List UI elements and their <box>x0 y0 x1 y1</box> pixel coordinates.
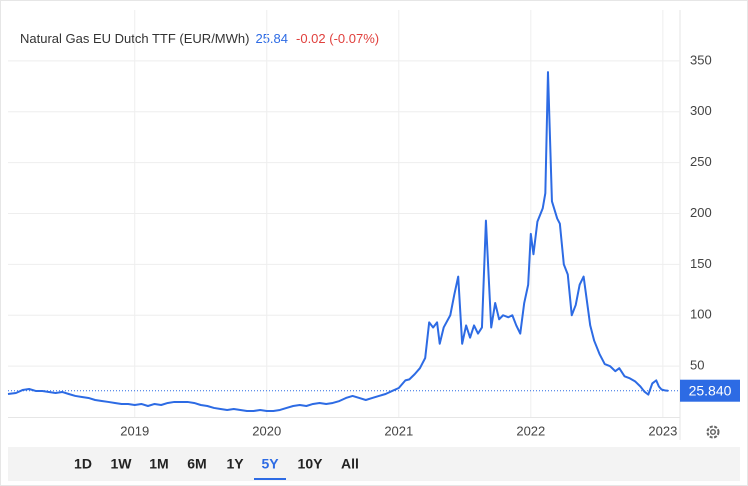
range-button[interactable]: 1W <box>111 456 133 472</box>
range-button[interactable]: 1D <box>74 456 92 472</box>
x-tick-label: 2021 <box>384 423 413 438</box>
range-button[interactable]: 1Y <box>226 456 244 472</box>
range-button[interactable]: 10Y <box>298 456 324 472</box>
price-tag-label: 25.840 <box>689 382 732 398</box>
price-line <box>7 71 669 412</box>
x-tick-label: 2020 <box>252 423 281 438</box>
range-button[interactable]: 6M <box>187 456 206 472</box>
x-tick-label: 2023 <box>648 423 677 438</box>
x-tick-label: 2019 <box>120 423 149 438</box>
settings-icon[interactable] <box>706 425 720 439</box>
range-bar <box>8 447 740 481</box>
price: 25.84 <box>255 31 288 46</box>
price-tag <box>680 379 740 402</box>
y-tick-label: 50 <box>690 358 704 373</box>
range-button[interactable]: 5Y <box>261 456 279 472</box>
range-button[interactable]: All <box>341 456 359 472</box>
y-tick-label: 300 <box>690 103 712 118</box>
header: Natural Gas EU Dutch TTF (EUR/MWh) 25.84-… <box>20 31 379 46</box>
y-tick-label: 200 <box>690 205 712 220</box>
range-button[interactable]: 1M <box>149 456 168 472</box>
y-tick-label: 150 <box>690 256 712 271</box>
y-tick-label: 250 <box>690 154 712 169</box>
price-change: -0.02 (-0.07%) <box>296 31 379 46</box>
y-tick-label: 350 <box>690 52 712 67</box>
y-tick-label: 100 <box>690 307 712 322</box>
x-tick-label: 2022 <box>516 423 545 438</box>
